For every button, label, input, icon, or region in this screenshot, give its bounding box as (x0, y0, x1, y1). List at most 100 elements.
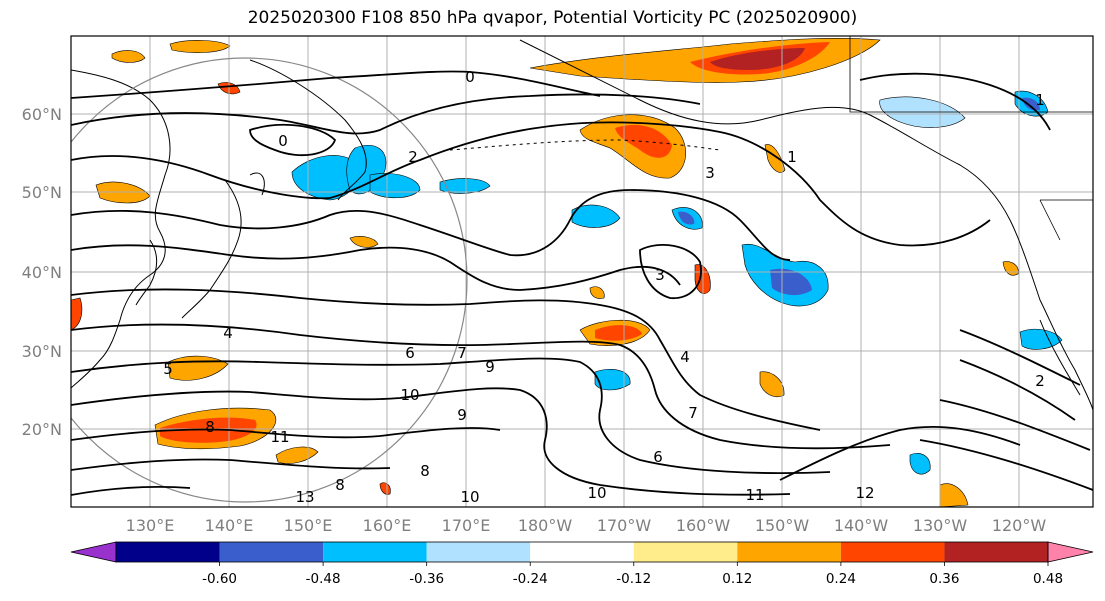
colorbar-label: -0.60 (202, 571, 237, 587)
figure-title: 2025020300 F108 850 hPa qvapor, Potentia… (247, 8, 858, 28)
lon-label: 120°W (992, 516, 1047, 535)
lon-label: 140°E (205, 516, 254, 535)
colorbar: -0.60 -0.48 -0.36 -0.24 -0.12 0.12 0.24 0.36 0.4… (70, 541, 1094, 587)
shade-positive-patch (764, 144, 786, 173)
shade-positive-patch (349, 236, 379, 248)
contour-label: 3 (655, 266, 665, 284)
contour-label: 6 (405, 344, 415, 362)
lon-label: 150°E (284, 516, 333, 535)
lat-label: 20°N (22, 420, 62, 439)
colorbar-segment (737, 542, 841, 562)
shade-positive-patch (579, 114, 686, 179)
colorbar-label: 0.12 (722, 571, 752, 587)
contour-label: 6 (653, 448, 663, 466)
contour-label: 8 (335, 476, 345, 494)
contour-label: 13 (295, 488, 314, 506)
colorbar-label: -0.48 (306, 571, 341, 587)
shade-positive-patch (169, 40, 231, 53)
pv-contour (71, 427, 501, 441)
colorbar-extend-low (70, 541, 117, 563)
pv-contour (71, 121, 991, 247)
lon-label: 170°W (597, 516, 652, 535)
contour-label: 9 (457, 406, 467, 424)
coastlines (71, 36, 1093, 411)
pv-contour (249, 123, 337, 157)
pv-contour (71, 387, 791, 496)
shade-positive-patch (589, 286, 605, 299)
colorbar-label: 0.48 (1033, 571, 1063, 587)
state-border (849, 36, 1093, 241)
colorbar-label: -0.36 (409, 571, 444, 587)
shade-negative-patch (678, 211, 695, 225)
contour-label: 10 (460, 488, 479, 506)
map-frame (70, 35, 1094, 508)
coast-baja (1039, 319, 1081, 396)
pv-contour (71, 485, 191, 496)
contour-label: 4 (680, 348, 690, 366)
colorbar-segment (219, 542, 324, 562)
lon-label: 130°W (913, 516, 968, 535)
colorbar-label: -0.24 (513, 571, 548, 587)
colorbar-segment (323, 542, 427, 562)
shaded-anomalies (71, 38, 1063, 507)
coast-aleutians (449, 139, 721, 151)
colorbar-segment (633, 542, 738, 562)
contour-label: 10 (400, 386, 419, 404)
pv-contour (71, 244, 681, 291)
contour-label: 7 (688, 404, 698, 422)
colorbar-segment (944, 542, 1048, 562)
contour-label: 11 (270, 428, 289, 446)
pv-contour (71, 458, 391, 471)
contour-label: 1 (1035, 91, 1045, 109)
colorbar-segment (426, 542, 531, 562)
contour-label: 4 (223, 324, 233, 342)
longitude-labels: 130°E 140°E 150°E 160°E 170°E 180°W 170°W 160°W… (126, 516, 1047, 535)
lat-label: 30°N (22, 342, 62, 361)
coast-kamchatka (249, 59, 367, 201)
contour-label: 2 (1035, 372, 1045, 390)
shade-positive-patch (595, 325, 642, 341)
shade-negative-patch (571, 204, 621, 228)
contour-label: 10 (587, 484, 606, 502)
lat-label: 50°N (22, 183, 62, 202)
lat-label: 40°N (22, 263, 62, 282)
pv-contour (71, 357, 831, 474)
contour-label: 5 (163, 360, 173, 378)
pv-contour (779, 425, 1021, 481)
pv-contour (859, 72, 1051, 131)
shade-positive-patch (111, 50, 146, 63)
shade-positive-patch (379, 482, 391, 495)
graticule (71, 36, 1093, 507)
colorbar-segment (840, 542, 945, 562)
contour-label: 8 (205, 418, 215, 436)
contour-label: 12 (855, 484, 874, 502)
pv-contour (71, 323, 891, 450)
contour-label: 8 (420, 462, 430, 480)
contour-label: 0 (465, 68, 475, 86)
colorbar-label: -0.12 (616, 571, 651, 587)
lon-label: 150°W (755, 516, 810, 535)
shade-positive-patch (759, 371, 785, 398)
shade-positive-patch (939, 483, 969, 507)
pv-contour (71, 288, 821, 431)
contour-label: 3 (705, 164, 715, 182)
colorbar-extend-high (1047, 541, 1094, 563)
shade-negative-patch (1022, 97, 1040, 111)
latitude-labels: 60°N 50°N 40°N 30°N 20°N (22, 105, 62, 439)
lon-label: 140°W (834, 516, 889, 535)
contour-label: 2 (408, 148, 418, 166)
colorbar-segment (116, 542, 220, 562)
colorbar-frame (115, 541, 1049, 563)
pv-contours (71, 70, 1093, 496)
coast-alaska (519, 39, 1093, 411)
lon-label: 130°E (126, 516, 175, 535)
lon-label: 170°E (442, 516, 491, 535)
pv-contour (71, 93, 701, 135)
pv-contour (71, 189, 791, 261)
shade-positive-patch (615, 124, 672, 158)
colorbar-label: 0.24 (826, 571, 856, 587)
pv-contour (919, 329, 1093, 491)
